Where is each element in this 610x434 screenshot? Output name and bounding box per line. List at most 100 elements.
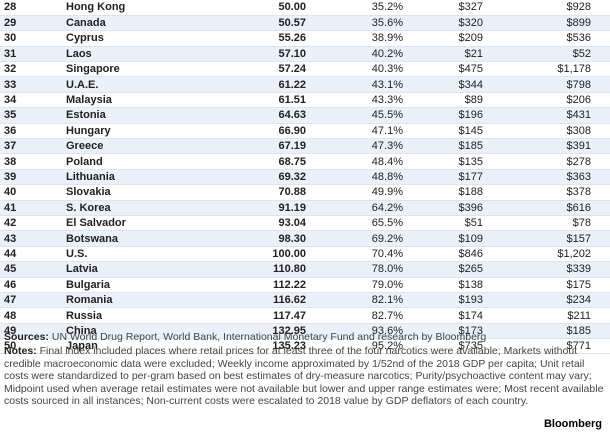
cell-country: Poland: [66, 153, 216, 170]
cell-country: Hong Kong: [66, 0, 216, 16]
cell-spacer: [595, 215, 610, 232]
table-row: 42 El Salvador 93.04 65.5% $51 $78: [0, 215, 610, 232]
notes-text: Final index included places where retail…: [4, 345, 604, 408]
table-row: 31 Laos 57.10 40.2% $21 $52: [0, 46, 610, 63]
cell-share: 93.6%: [308, 323, 403, 340]
cell-index: 66.90: [216, 123, 308, 140]
cell-total: $378: [483, 184, 595, 201]
cell-country: Estonia: [66, 107, 216, 124]
table-row: 39 Lithuania 69.32 48.8% $177 $363: [0, 169, 610, 186]
cell-country: Hungary: [66, 123, 216, 140]
cell-spacer: [595, 76, 610, 93]
cell-share: 65.5%: [308, 215, 403, 232]
table-row: 32 Singapore 57.24 40.3% $475 $1,178: [0, 61, 610, 78]
cell-rank: 50: [0, 338, 66, 355]
cell-country: Canada: [66, 15, 216, 32]
bloomberg-brand: Bloomberg: [543, 418, 602, 430]
cell-share: 78.0%: [308, 261, 403, 278]
cell-share: 35.6%: [308, 15, 403, 32]
table-row: 50 Japan 135.23 95.2% $735 $771: [0, 338, 610, 355]
cell-weekly: $185: [403, 138, 483, 155]
cell-weekly: $138: [403, 277, 483, 293]
cell-total: $339: [483, 261, 595, 278]
cell-weekly: $344: [403, 76, 483, 93]
cell-index: 50.57: [216, 15, 308, 32]
table-row: 48 Russia 117.47 82.7% $174 $211: [0, 307, 610, 324]
cell-weekly: $177: [403, 169, 483, 186]
cell-index: 55.26: [216, 30, 308, 47]
cell-spacer: [595, 323, 610, 340]
cell-weekly: $265: [403, 261, 483, 278]
cell-share: 82.1%: [308, 292, 403, 309]
cell-country: El Salvador: [66, 215, 216, 232]
cell-country: Lithuania: [66, 169, 216, 186]
cell-share: 38.9%: [308, 30, 403, 47]
cell-weekly: $320: [403, 15, 483, 32]
cell-country: Botswana: [66, 230, 216, 247]
cell-weekly: $188: [403, 184, 483, 201]
cell-index: 61.22: [216, 76, 308, 93]
table-row: 33 U.A.E. 61.22 43.1% $344 $798: [0, 76, 610, 93]
cell-total: $52: [483, 46, 595, 63]
cell-index: 57.10: [216, 46, 308, 63]
table-row: 46 Bulgaria 112.22 79.0% $138 $175: [0, 277, 610, 293]
cell-index: 67.19: [216, 138, 308, 155]
cell-country: U.A.E.: [66, 76, 216, 93]
sources-line: Sources: UN World Drug Report, World Ban…: [4, 331, 608, 343]
sources-text: UN World Drug Report, World Bank, Intern…: [48, 331, 487, 343]
cell-rank: 43: [0, 230, 66, 247]
cell-weekly: $21: [403, 46, 483, 63]
cell-total: $391: [483, 138, 595, 155]
cell-rank: 35: [0, 107, 66, 124]
cell-index: 135.23: [216, 338, 308, 355]
cell-index: 110.80: [216, 261, 308, 278]
cell-weekly: $145: [403, 123, 483, 140]
cell-total: $234: [483, 292, 595, 309]
cell-rank: 49: [0, 323, 66, 340]
cell-total: $536: [483, 30, 595, 47]
cell-spacer: [595, 169, 610, 186]
table-row: 38 Poland 68.75 48.4% $135 $278: [0, 153, 610, 170]
cell-share: 47.3%: [308, 138, 403, 155]
table-row: 41 S. Korea 91.19 64.2% $396 $616: [0, 200, 610, 216]
cell-share: 79.0%: [308, 277, 403, 293]
cell-total: $278: [483, 153, 595, 170]
cell-rank: 40: [0, 184, 66, 201]
cell-rank: 31: [0, 46, 66, 63]
cell-share: 45.5%: [308, 107, 403, 124]
ranking-table: 28 Hong Kong 50.00 35.2% $327 $928 29 Canada 50.…: [0, 0, 610, 355]
cell-rank: 37: [0, 138, 66, 155]
cell-country: U.S.: [66, 246, 216, 263]
cell-share: 49.9%: [308, 184, 403, 201]
table-row: 40 Slovakia 70.88 49.9% $188 $378: [0, 184, 610, 201]
cell-weekly: $209: [403, 30, 483, 47]
cell-spacer: [595, 153, 610, 170]
cell-weekly: $196: [403, 107, 483, 124]
cell-index: 57.24: [216, 61, 308, 78]
cell-weekly: $396: [403, 200, 483, 216]
table-row: 34 Malaysia 61.51 43.3% $89 $206: [0, 92, 610, 109]
cell-weekly: $173: [403, 323, 483, 340]
cell-share: 69.2%: [308, 230, 403, 247]
cell-total: $431: [483, 107, 595, 124]
cell-share: 35.2%: [308, 0, 403, 16]
cell-total: $175: [483, 277, 595, 293]
table-row: 44 U.S. 100.00 70.4% $846 $1,202: [0, 246, 610, 263]
cell-weekly: $846: [403, 246, 483, 263]
cell-weekly: $193: [403, 292, 483, 309]
cell-rank: 38: [0, 153, 66, 170]
cell-weekly: $735: [403, 338, 483, 355]
cell-rank: 34: [0, 92, 66, 109]
cell-index: 70.88: [216, 184, 308, 201]
cell-country: Latvia: [66, 261, 216, 278]
cell-spacer: [595, 138, 610, 155]
cell-spacer: [595, 277, 610, 293]
cell-share: 43.1%: [308, 76, 403, 93]
cell-spacer: [595, 61, 610, 78]
table-row: 37 Greece 67.19 47.3% $185 $391: [0, 138, 610, 155]
ranking-table-body: 28 Hong Kong 50.00 35.2% $327 $928 29 Canada 50.…: [0, 0, 610, 355]
cell-spacer: [595, 261, 610, 278]
cell-rank: 32: [0, 61, 66, 78]
table-row: 49 China 132.95 93.6% $173 $185: [0, 323, 610, 340]
table-row: 43 Botswana 98.30 69.2% $109 $157: [0, 230, 610, 247]
